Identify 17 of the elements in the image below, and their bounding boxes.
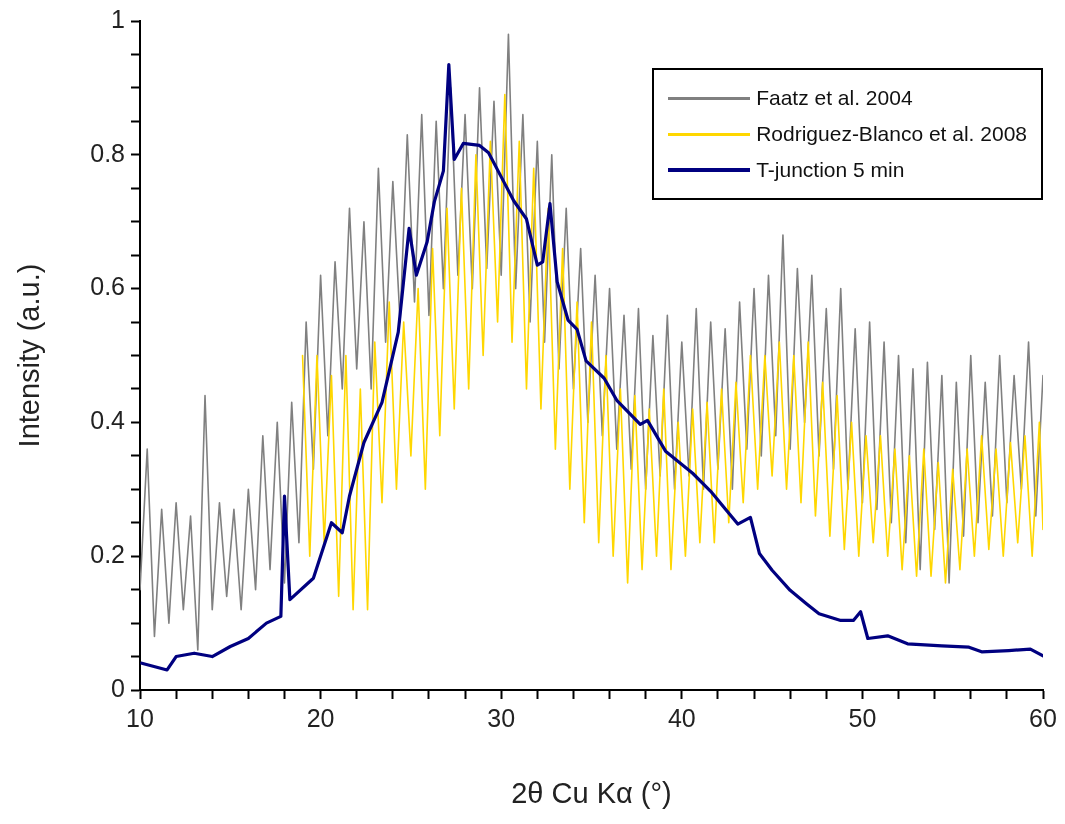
y-tick-label: 0.2	[90, 540, 125, 569]
y-tick-label: 0.4	[90, 406, 126, 435]
x-tick-label: 10	[126, 703, 154, 732]
legend-label: T-junction 5 min	[756, 158, 905, 182]
y-axis-title: Intensity (a.u.)	[13, 263, 46, 448]
x-tick-label: 40	[667, 703, 696, 732]
y-tick-label: 0.8	[90, 138, 125, 167]
x-tick-label: 60	[1029, 703, 1057, 732]
x-axis-title: 2θ Cu Kα (°)	[511, 776, 672, 809]
y-tick-label: 0	[111, 673, 125, 702]
x-tick-label: 30	[487, 703, 516, 732]
legend-label: Faatz et al. 2004	[756, 86, 913, 110]
y-tick-label: 1	[111, 4, 125, 33]
y-tick-label: 0.6	[90, 272, 125, 301]
x-tick-label: 20	[306, 703, 335, 732]
legend-label: Rodriguez-Blanco et al. 2008	[756, 122, 1027, 146]
x-tick-label: 50	[848, 703, 877, 732]
